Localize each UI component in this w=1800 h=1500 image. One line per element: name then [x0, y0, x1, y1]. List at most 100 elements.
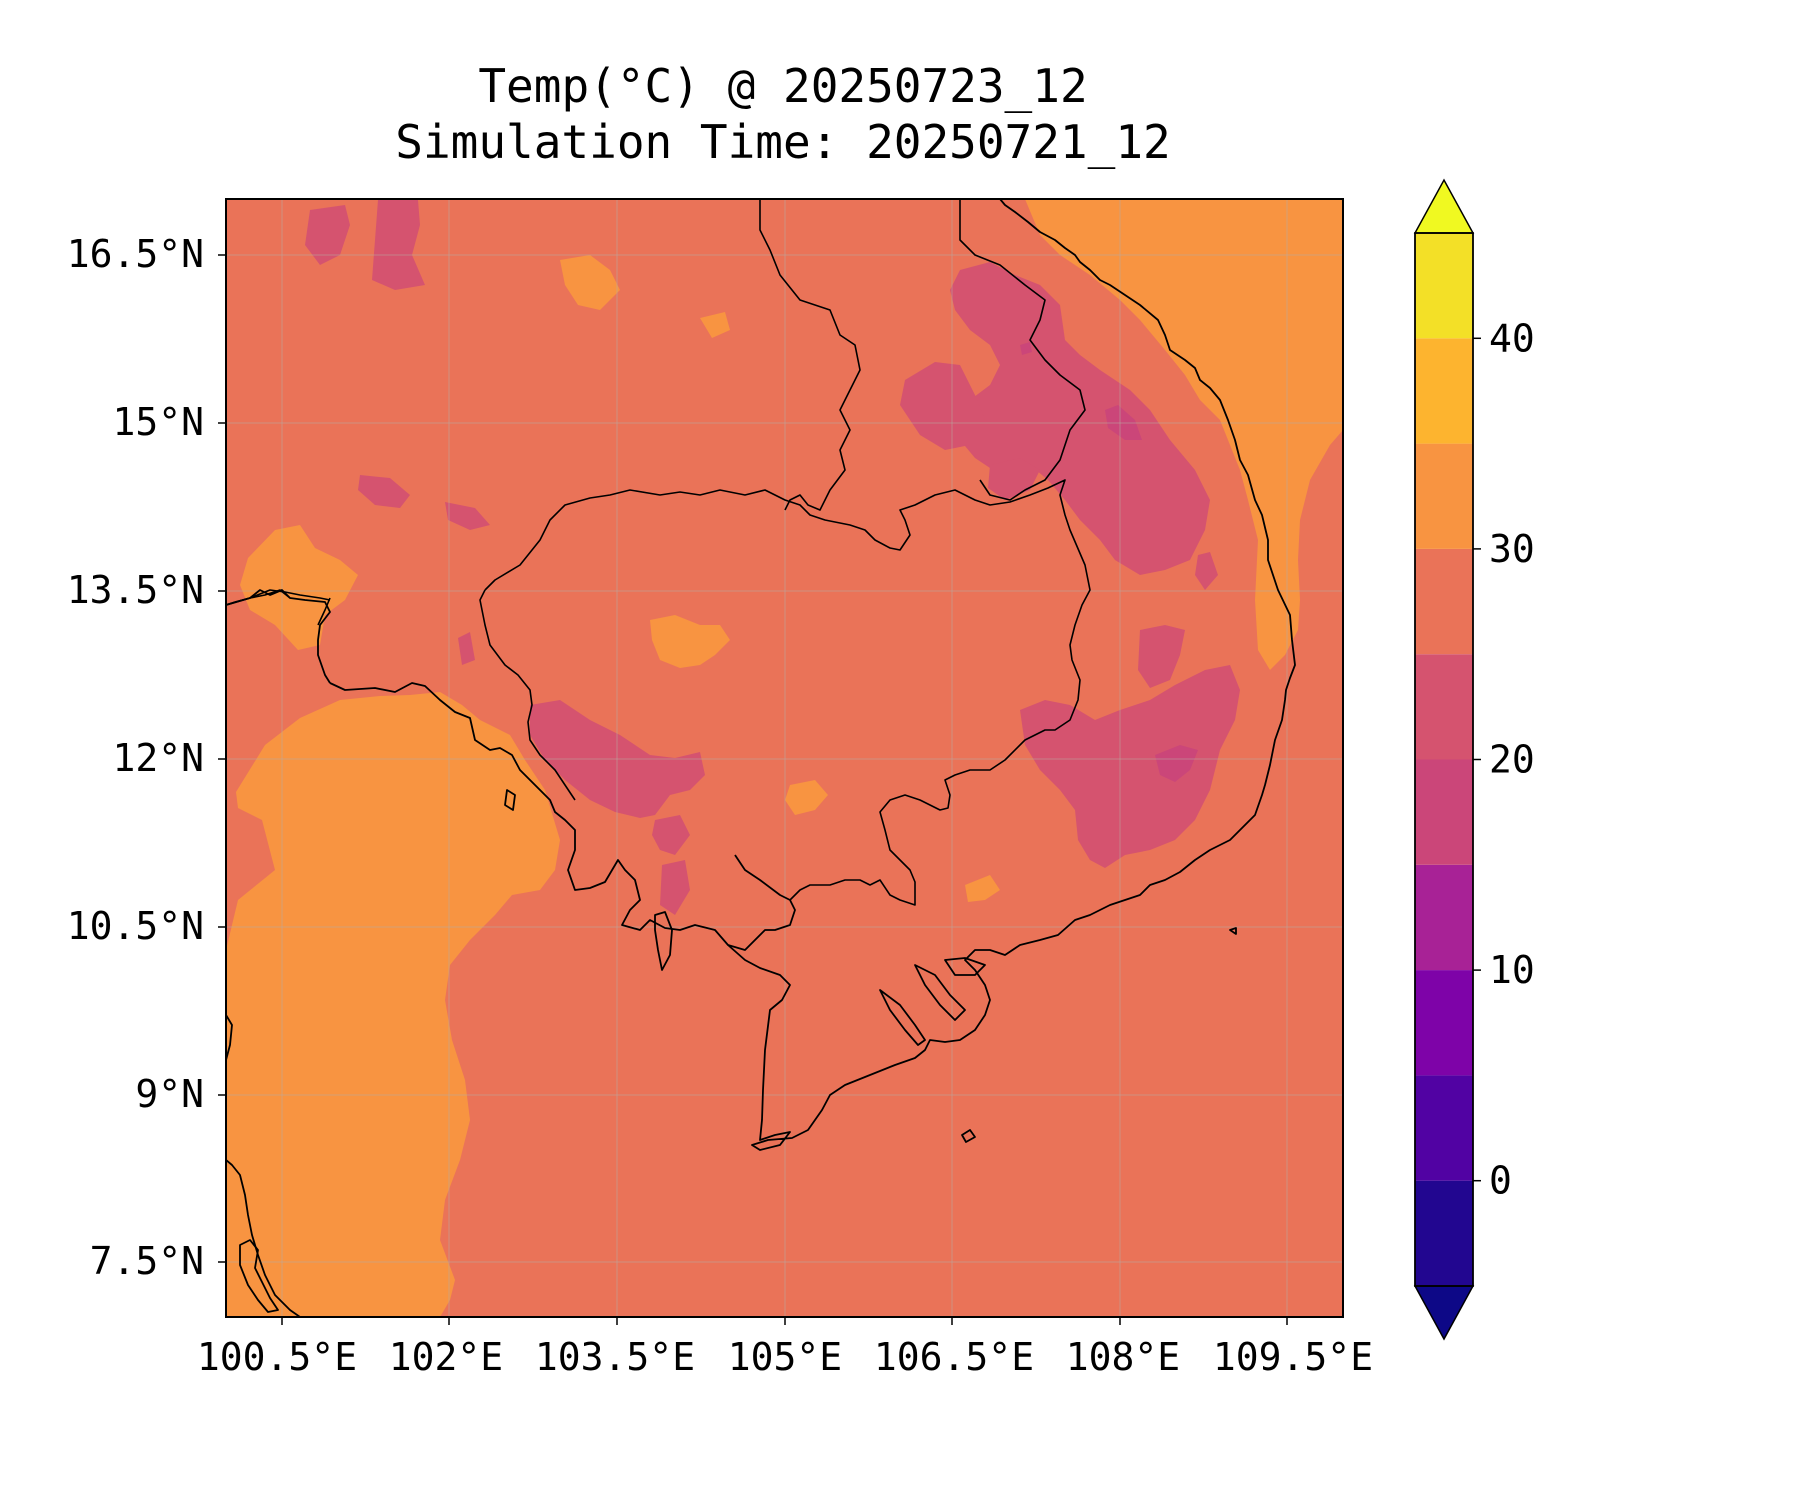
- title-line2: Simulation Time: 20250721_12: [395, 115, 1170, 169]
- y-axis: 16.5°N 15°N 13.5°N 12°N 10.5°N 9°N 7.5°N: [67, 232, 226, 1283]
- contour-20-25-vn-south: [1020, 665, 1240, 868]
- temperature-contours: [226, 199, 1343, 1317]
- colorbar-tick-20: 20: [1473, 738, 1535, 782]
- colorbar-segment: [1415, 654, 1473, 760]
- x-axis: 100.5°E 102°E 103.5°E 105°E 106.5°E 108°…: [197, 1317, 1373, 1379]
- contour-30-35-patch-d: [785, 780, 828, 815]
- coastline-malay-b: [226, 1014, 233, 1061]
- coastline-delta-b: [914, 964, 966, 1021]
- x-tick-label: 109.5°E: [1213, 1335, 1373, 1379]
- contour-20-25-lao-a: [900, 362, 985, 450]
- title-line1: Temp(°C) @ 20250723_12: [478, 59, 1087, 113]
- contour-15-20-core-b: [1155, 745, 1198, 782]
- contour-20-25-kh-b: [660, 860, 690, 915]
- contour-20-25-th-e: [458, 632, 475, 665]
- colorbar-tick-30: 30: [1473, 527, 1535, 571]
- colorbar-tick-0: 0: [1473, 1159, 1512, 1203]
- coastline-island-d: [961, 1129, 976, 1143]
- colorbar-segment: [1415, 443, 1473, 549]
- coastline-delta-a: [879, 989, 926, 1046]
- y-tick-label: 16.5°N: [67, 232, 204, 276]
- colorbar-tick-label: 30: [1489, 527, 1535, 571]
- contour-20-25-vn-c: [1138, 625, 1185, 688]
- contour-30-35-patch-e: [965, 875, 1000, 902]
- contour-30-35-scs: [1025, 199, 1343, 670]
- contour-20-25-th-d: [445, 502, 490, 530]
- colorbar-tick-label: 20: [1489, 738, 1535, 782]
- x-tick-108: 108°E: [1066, 1317, 1180, 1379]
- coastline-delta-c: [944, 957, 986, 976]
- border-thailand-myanmar-b: [226, 589, 331, 606]
- border-laos-vietnam: [959, 199, 1086, 501]
- border-thailand-west-small: [317, 597, 331, 626]
- x-tick-label: 100.5°E: [197, 1335, 357, 1379]
- contour-20-25-kh-a: [652, 815, 690, 855]
- contour-30-35-patch-b: [650, 615, 730, 668]
- country-borders: [226, 199, 1091, 906]
- contour-20-25-th-c: [358, 475, 410, 508]
- contour-15-20-core-c: [1020, 342, 1032, 355]
- coastline-thai-upper: [226, 589, 331, 684]
- colorbar-segment: [1415, 864, 1473, 971]
- y-tick-label: 7.5°N: [90, 1239, 204, 1283]
- colorbar-ticks: 0 10 20 30 40: [1473, 316, 1535, 1203]
- border-laos-thailand: [759, 199, 861, 511]
- y-tick-label: 9°N: [135, 1072, 204, 1116]
- colorbar-segment: [1415, 1075, 1473, 1181]
- colorbar-over-triangle: [1413, 178, 1475, 234]
- colorbar-segment: [1415, 970, 1473, 1076]
- contour-30-35-patch-f: [700, 312, 730, 338]
- coastline-mekong-delta: [727, 199, 1296, 1151]
- coastlines: [226, 199, 1296, 1317]
- y-tick-7.5: 7.5°N: [90, 1239, 226, 1283]
- x-tick-label: 102°E: [389, 1335, 503, 1379]
- gridlines: [226, 199, 1343, 1317]
- x-tick-label: 105°E: [728, 1335, 842, 1379]
- y-tick-9: 9°N: [135, 1072, 226, 1116]
- colorbar-segment: [1415, 233, 1473, 339]
- colorbar-segment: [1415, 548, 1473, 655]
- map-panel: 100.5°E 102°E 103.5°E 105°E 106.5°E 108°…: [67, 198, 1373, 1379]
- coastline-island-c: [504, 789, 516, 811]
- contour-20-25-th-a: [305, 205, 350, 265]
- colorbar-segment: [1415, 1180, 1473, 1286]
- colorbar-segments: [1415, 233, 1473, 1286]
- coastline-malay: [226, 1159, 301, 1317]
- coastline-gulf-east: [329, 682, 796, 951]
- colorbar: 0 10 20 30 40: [1413, 178, 1535, 1341]
- x-tick-102: 102°E: [389, 1317, 503, 1379]
- y-tick-label: 12°N: [112, 736, 204, 780]
- colorbar-tick-40: 40: [1473, 316, 1535, 360]
- y-tick-label: 13.5°N: [67, 568, 204, 612]
- y-tick-label: 10.5°N: [67, 904, 204, 948]
- x-tick-label: 103.5°E: [535, 1335, 695, 1379]
- contour-20-25-vn-highlands: [950, 262, 1210, 575]
- colorbar-tick-label: 10: [1489, 948, 1535, 992]
- contour-20-25-vn-d: [1195, 552, 1218, 590]
- coastline-island-b: [654, 911, 673, 971]
- y-tick-15: 15°N: [112, 400, 226, 444]
- y-tick-12: 12°N: [112, 736, 226, 780]
- colorbar-tick-label: 40: [1489, 316, 1535, 360]
- contour-30-35-gulf: [226, 692, 560, 1317]
- x-tick-109.5: 109.5°E: [1213, 1317, 1373, 1379]
- x-tick-100.5: 100.5°E: [197, 1317, 357, 1379]
- contour-20-25-th-b: [372, 200, 425, 290]
- x-tick-label: 106.5°E: [874, 1335, 1034, 1379]
- colorbar-segment: [1415, 759, 1473, 865]
- x-tick-105: 105°E: [728, 1317, 842, 1379]
- y-tick-13.5: 13.5°N: [67, 568, 226, 612]
- contour-30-35-patch-c: [560, 255, 620, 310]
- border-cambodia-north: [484, 479, 1091, 906]
- border-thailand-cambodia-west: [479, 589, 576, 801]
- coastline-island-e: [1229, 927, 1237, 935]
- colorbar-under-triangle: [1413, 1285, 1475, 1341]
- colorbar-segment: [1415, 338, 1473, 444]
- y-tick-16.5: 16.5°N: [67, 232, 226, 276]
- x-tick-label: 108°E: [1066, 1335, 1180, 1379]
- coastline-island-a: [239, 1239, 279, 1313]
- y-tick-10.5: 10.5°N: [67, 904, 226, 948]
- contour-30-35-patch-a: [240, 525, 358, 650]
- x-tick-106.5: 106.5°E: [874, 1317, 1034, 1379]
